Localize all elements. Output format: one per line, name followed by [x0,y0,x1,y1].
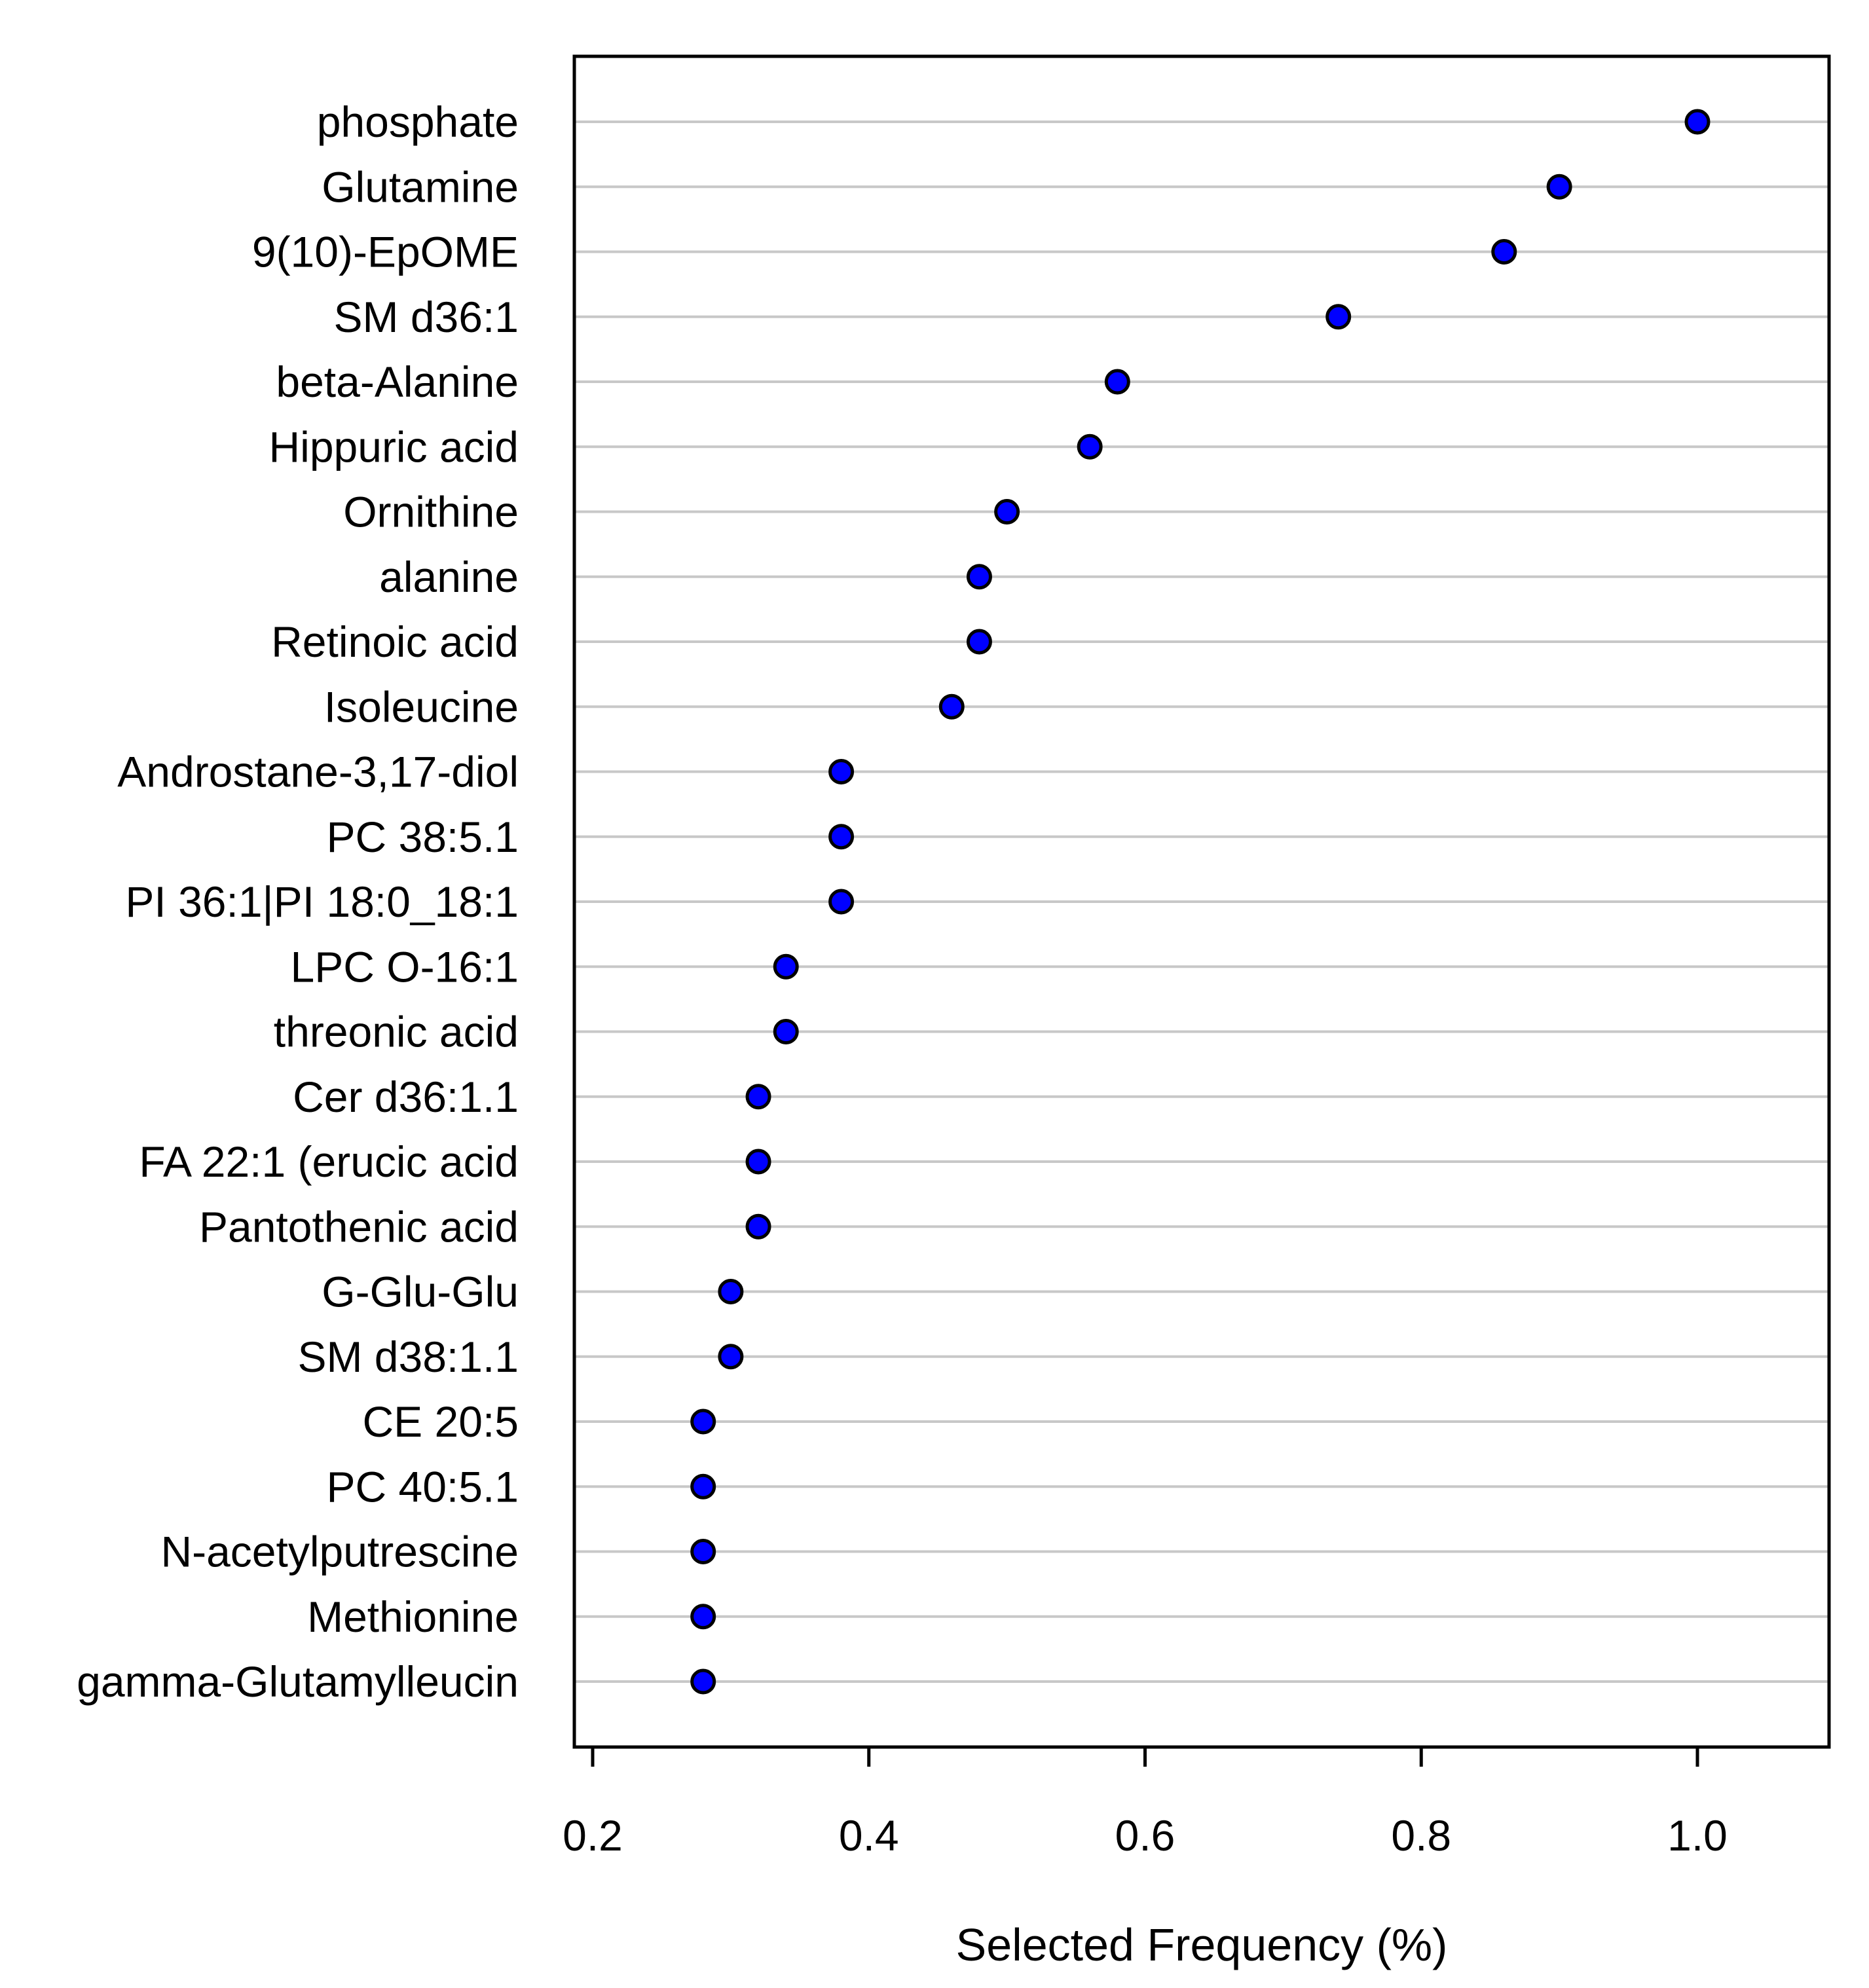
y-axis-label: SM d36:1 [334,293,519,341]
data-point [1491,239,1517,265]
data-point [828,824,855,850]
x-tick-label: 1.0 [1667,1811,1728,1860]
y-axis-label: N-acetylputrescine [160,1528,519,1576]
y-axis-label: FA 22:1 (erucic acid [139,1137,519,1186]
data-point [966,629,992,655]
y-axis-label: SM d38:1.1 [297,1333,519,1381]
data-point [828,889,855,915]
y-axis-label: LPC O-16:1 [291,942,519,991]
data-point [938,693,965,720]
data-point [745,1149,771,1175]
data-point [966,564,992,590]
y-axis-label: Methionine [307,1592,519,1641]
data-point [828,759,855,784]
data-point [690,1539,716,1564]
x-axis: 0.2 0.4 0.6 0.8 1.0 [563,1745,1728,1860]
x-tick-label: 0.6 [1115,1811,1175,1860]
y-axis-label: Glutamine [322,162,519,211]
data-point [690,1668,716,1695]
y-axis-label: PC 40:5.1 [326,1462,519,1511]
y-axis-label: gamma-Glutamylleucin [77,1657,519,1706]
data-point [690,1473,716,1500]
y-axis-label: CE 20:5 [363,1397,519,1446]
y-axis-label: Androstane-3,17-diol [117,748,519,796]
data-points [690,109,1711,1695]
y-axis-label: G-Glu-Glu [322,1268,519,1316]
y-axis-label: Cer d36:1.1 [293,1073,519,1121]
x-tick-label: 0.2 [563,1811,623,1860]
y-axis-label: 9(10)-EpOME [252,228,519,276]
y-axis-label: PI 36:1|PI 18:0_18:1 [125,877,519,926]
data-point [773,953,799,980]
data-point [773,1019,799,1044]
x-tick-label: 0.4 [839,1811,899,1860]
y-axis-label: Ornithine [343,488,519,536]
y-axis-label: PC 38:5.1 [326,813,519,861]
grid-lines [574,120,1829,1683]
data-point [1077,433,1103,460]
x-tick-label: 0.8 [1391,1811,1451,1860]
x-axis-title: Selected Frequency (%) [956,1919,1448,1970]
data-point [690,1408,716,1435]
y-axis-label: phosphate [317,98,519,146]
data-point [718,1279,744,1304]
data-point [994,499,1020,525]
y-axis-label: Isoleucine [324,682,519,731]
data-point [1546,174,1572,200]
y-axis-label: Pantothenic acid [199,1202,519,1251]
data-point [745,1084,771,1110]
y-axis-labels: phosphate Glutamine 9(10)-EpOME SM d36:1 bet… [77,98,519,1706]
data-point [1104,369,1130,395]
y-axis-label: beta-Alanine [276,358,519,406]
y-axis-label: Hippuric acid [269,422,519,471]
y-axis-label: alanine [379,553,519,601]
data-point [718,1344,744,1370]
data-point [690,1604,716,1630]
y-axis-label: threonic acid [274,1008,519,1056]
data-point [1684,109,1711,135]
data-point [745,1213,771,1240]
data-point [1325,304,1352,330]
y-axis-label: Retinoic acid [271,617,519,666]
